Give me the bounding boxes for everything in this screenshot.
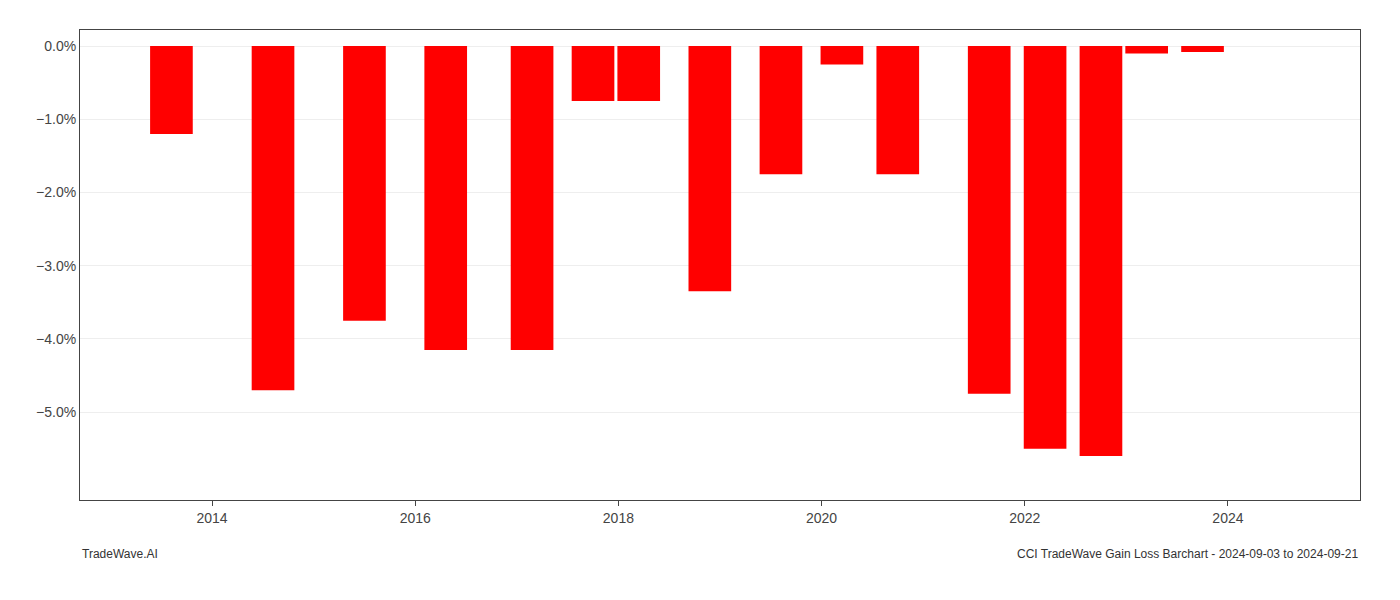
- svg-text:−3.0%: −3.0%: [36, 258, 76, 274]
- svg-text:−1.0%: −1.0%: [36, 111, 76, 127]
- svg-text:TradeWave.AI: TradeWave.AI: [82, 547, 158, 561]
- svg-text:−2.0%: −2.0%: [36, 184, 76, 200]
- svg-text:2014: 2014: [196, 510, 227, 526]
- svg-text:2024: 2024: [1212, 510, 1243, 526]
- svg-text:CCI TradeWave Gain Loss Barcha: CCI TradeWave Gain Loss Barchart - 2024-…: [1017, 547, 1358, 561]
- svg-text:2016: 2016: [400, 510, 431, 526]
- svg-text:2020: 2020: [806, 510, 837, 526]
- svg-text:2022: 2022: [1009, 510, 1040, 526]
- svg-text:−5.0%: −5.0%: [36, 404, 76, 420]
- svg-text:2018: 2018: [603, 510, 634, 526]
- svg-text:−4.0%: −4.0%: [36, 331, 76, 347]
- svg-text:0.0%: 0.0%: [44, 38, 76, 54]
